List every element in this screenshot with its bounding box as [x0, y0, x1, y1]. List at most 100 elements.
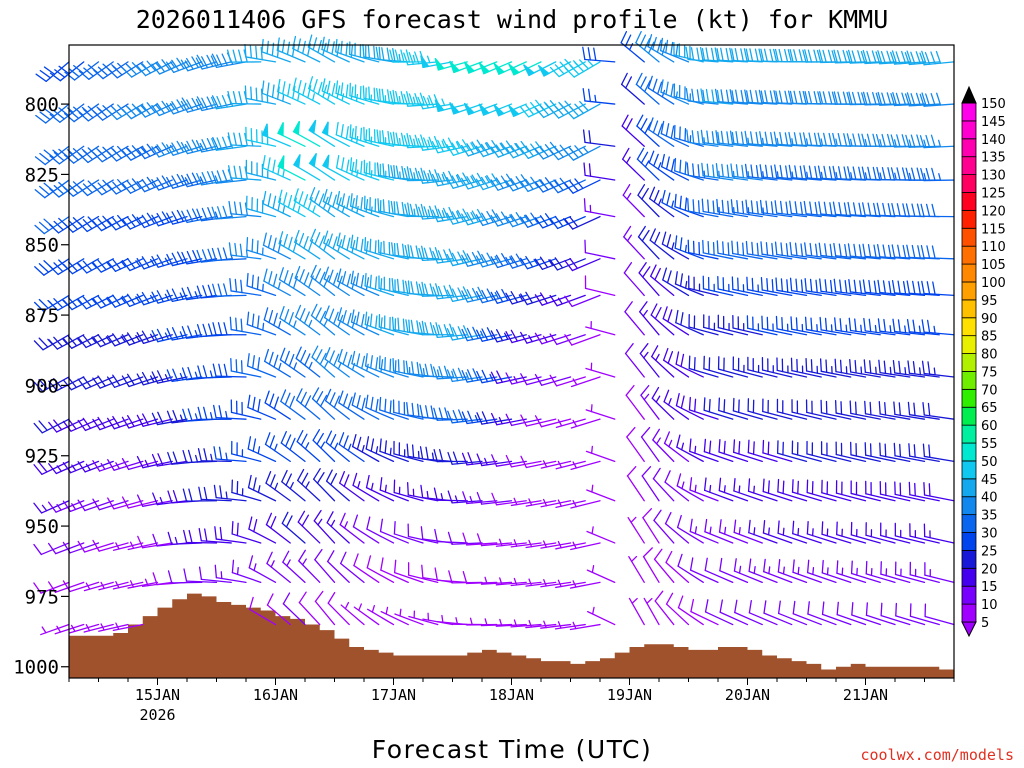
wind-barb: [821, 559, 852, 583]
wind-barb: [652, 428, 675, 463]
wind-barb: [98, 623, 129, 632]
wind-barb: [789, 200, 822, 218]
wind-barb: [622, 147, 645, 181]
wind-barb: [733, 558, 763, 583]
wind-barb: [836, 560, 867, 583]
wind-barb: [366, 555, 395, 583]
wind-barb: [34, 215, 70, 235]
wind-barb: [555, 418, 586, 428]
wind-barb: [702, 239, 734, 260]
wind-barb: [587, 606, 616, 626]
wind-barb: [718, 477, 749, 502]
wind-barb: [248, 555, 277, 583]
wind-barb: [865, 602, 896, 626]
wind-barb: [276, 37, 306, 63]
wind-barb: [649, 228, 675, 260]
colorbar-label: 65: [981, 401, 998, 416]
wind-barb: [248, 516, 277, 544]
wind-barb: [776, 357, 808, 378]
wind-barb: [534, 415, 572, 428]
credit-text: coolwx.com/models: [860, 746, 1014, 764]
wind-barb: [231, 440, 262, 463]
wind-barb: [879, 481, 911, 502]
wind-barb: [864, 442, 896, 463]
wind-barb: [747, 478, 778, 502]
wind-barb: [462, 532, 498, 546]
wind-barb: [746, 315, 778, 336]
wind-barb: [537, 61, 572, 77]
wind-barb: [704, 599, 734, 626]
wind-barb: [564, 215, 601, 230]
wind-barb: [747, 439, 778, 463]
wind-barb: [327, 550, 350, 583]
wind-barb: [364, 353, 395, 378]
wind-barb: [689, 557, 719, 583]
wind-barb: [729, 89, 763, 105]
wind-barb: [907, 401, 940, 420]
wind-barb: [64, 61, 100, 81]
wind-barb: [380, 557, 409, 583]
wind-barb: [197, 448, 232, 463]
wind-barb: [851, 601, 881, 626]
wind-barb: [639, 301, 660, 336]
wind-barb: [183, 529, 218, 544]
wind-barb: [98, 581, 129, 591]
wind-barb: [876, 243, 911, 260]
wind-barb: [622, 184, 645, 218]
wind-barb: [408, 610, 439, 626]
wind-barb: [703, 438, 734, 463]
wind-barb: [510, 577, 542, 587]
colorbar-swatch: [961, 496, 977, 516]
wind-barb: [212, 322, 247, 336]
wind-barb: [505, 413, 542, 427]
wind-barb: [701, 198, 734, 218]
wind-barb: [520, 176, 557, 193]
wind-barb: [92, 539, 129, 552]
wind-barb: [323, 266, 350, 297]
wind-barb: [733, 477, 763, 502]
wind-barb: [792, 520, 822, 544]
y-axis: 800 825 850 875 900 925 950 975 1000: [13, 94, 69, 679]
wind-barb: [48, 376, 85, 392]
x-tick-label: 20JAN: [725, 686, 770, 704]
wind-barb: [433, 487, 468, 502]
y-tick-label: 850: [25, 235, 59, 257]
wind-barb: [121, 293, 159, 308]
wind-barb: [650, 264, 675, 297]
wind-barb: [433, 448, 468, 463]
wind-barb: [432, 206, 468, 223]
wind-barb: [878, 359, 911, 378]
wind-barb: [121, 373, 159, 388]
wind-barb: [836, 601, 867, 626]
wind-barb: [367, 604, 395, 626]
wind-barb: [585, 362, 616, 378]
colorbar-swatch: [961, 550, 977, 569]
wind-barb: [490, 329, 527, 343]
wind-barb: [265, 471, 291, 502]
wind-barb: [818, 242, 852, 260]
wind-barb: [107, 294, 144, 308]
wind-barb: [310, 303, 336, 336]
wind-barb: [919, 134, 955, 149]
wind-barb: [908, 481, 940, 502]
wind-barb: [865, 560, 896, 583]
wind-barb: [78, 103, 114, 122]
wind-barb: [714, 88, 749, 105]
wind-barb: [687, 198, 719, 218]
wind-barb: [261, 123, 291, 147]
wind-barb: [716, 198, 749, 218]
wind-barb: [505, 329, 542, 344]
wind-barb: [819, 316, 852, 336]
wind-barb: [789, 277, 822, 297]
wind-barb: [919, 92, 955, 107]
wind-barb: [717, 276, 749, 297]
terrain-layer: [69, 593, 954, 678]
wind-barb: [136, 256, 173, 270]
colorbar-swatch: [961, 245, 977, 265]
wind-barb: [583, 198, 616, 218]
wind-barb: [136, 143, 173, 160]
colorbar-label: 110: [981, 240, 1006, 255]
wind-barb: [777, 600, 808, 626]
wind-barb: [182, 488, 218, 502]
wind-barb: [662, 306, 690, 336]
